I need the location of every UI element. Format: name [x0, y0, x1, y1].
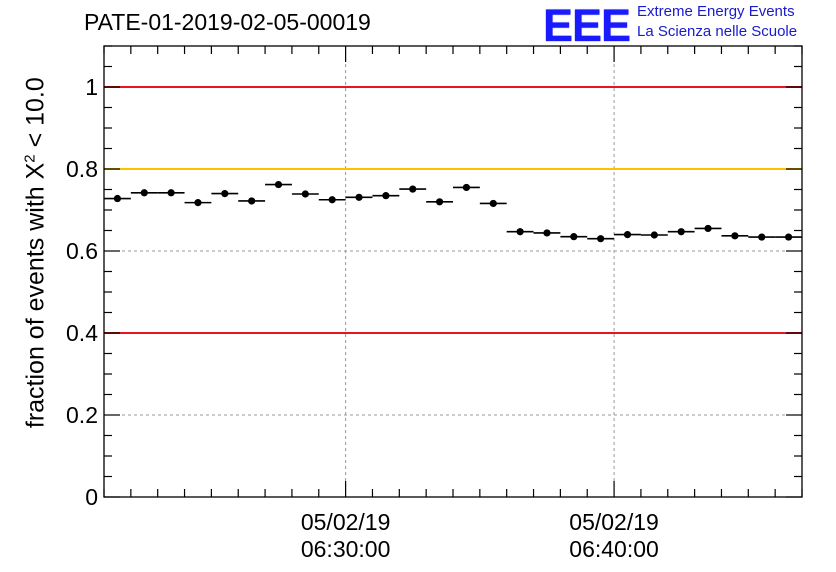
data-point	[597, 235, 605, 243]
data-point	[516, 228, 524, 236]
eee-logo: EEE	[543, 0, 631, 51]
data-point	[221, 190, 229, 198]
logo-line-2: La Scienza nelle Scuole	[637, 23, 798, 40]
data-point	[704, 224, 712, 233]
y-tick-label: 1	[85, 74, 98, 100]
data-point	[623, 231, 632, 239]
logo-line-1: Extreme Energy Events	[637, 3, 795, 20]
data-point	[248, 197, 256, 205]
plot-frame	[103, 45, 803, 498]
x-tick-label-time: 06:40:00	[569, 536, 659, 562]
data-point	[784, 233, 793, 241]
y-tick-label: 0.4	[66, 320, 98, 346]
y-axis-label-sup: 2	[21, 154, 39, 163]
data-point	[543, 229, 551, 237]
data-point	[570, 233, 578, 241]
data-point	[462, 183, 471, 192]
data-point	[113, 194, 122, 203]
y-axis-label-main: fraction of events with X	[21, 162, 50, 429]
x-tick-label-time: 06:30:00	[301, 536, 391, 562]
data-point	[140, 189, 148, 197]
data-point	[489, 199, 497, 208]
y-tick-label: 0.8	[66, 156, 98, 182]
data-point	[167, 189, 175, 197]
data-point	[758, 233, 766, 241]
data-point	[731, 232, 739, 240]
data-point	[274, 180, 283, 189]
data-point	[650, 231, 658, 239]
x-tick-label-date: 05/02/19	[301, 509, 391, 535]
data-point	[677, 228, 685, 236]
data-point	[328, 196, 336, 204]
x-tick-label-date: 05/02/19	[569, 509, 659, 535]
data-point	[435, 198, 444, 206]
data-point	[194, 199, 202, 207]
y-tick-label: 0.2	[66, 402, 98, 428]
data-point	[382, 192, 390, 200]
y-tick-label: 0.6	[66, 238, 98, 264]
y-tick-label: 0	[85, 484, 98, 510]
data-point	[409, 185, 417, 193]
chart-title: PATE-01-2019-02-05-00019	[84, 9, 371, 35]
data-point	[301, 190, 309, 198]
y-axis-label-tail: < 10.0	[21, 77, 50, 155]
data-point	[355, 193, 363, 201]
